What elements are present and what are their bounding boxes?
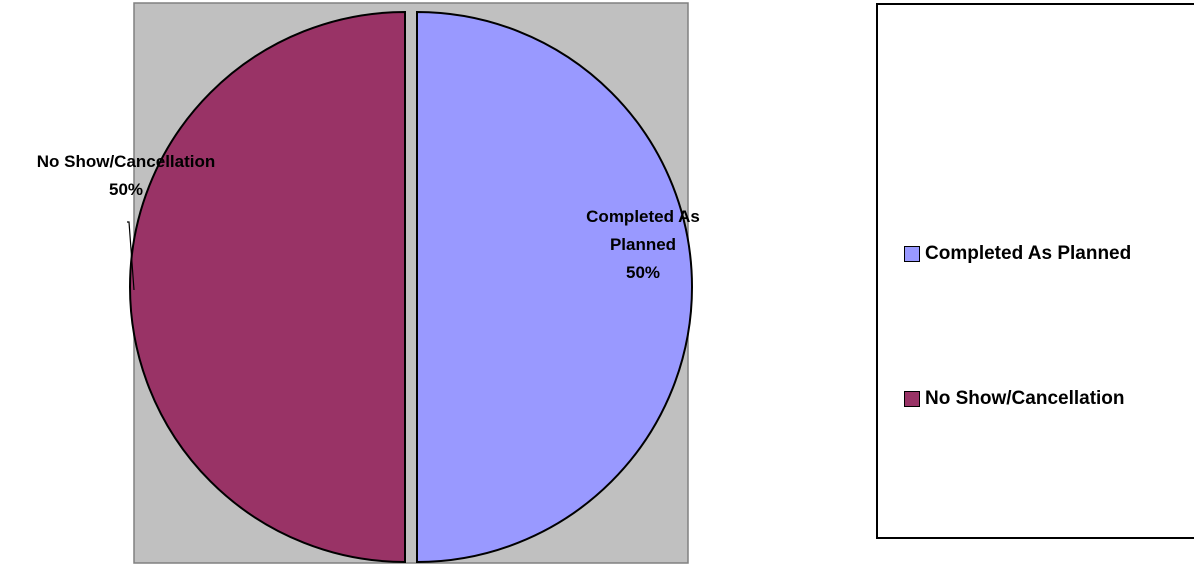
- data-label-line: 50%: [626, 263, 660, 282]
- data-label-line: Completed As: [586, 207, 700, 226]
- legend-item-no-show-cancellation: No Show/Cancellation: [904, 388, 1125, 410]
- data-label-line: No Show/Cancellation: [37, 152, 216, 171]
- legend-swatch-completed-as-planned: [904, 246, 920, 262]
- data-label-line: Planned: [610, 235, 676, 254]
- legend-item-completed-as-planned: Completed As Planned: [904, 243, 1131, 265]
- legend: Completed As Planned No Show/Cancellatio…: [876, 3, 1194, 539]
- data-label-line: 50%: [109, 180, 143, 199]
- legend-label-completed-as-planned: Completed As Planned: [925, 243, 1132, 264]
- data-label-completed-as-planned: Completed As Planned 50%: [586, 207, 700, 282]
- data-label-no-show-cancellation: No Show/Cancellation 50%: [37, 152, 216, 199]
- pie-slice-completed-as-planned: [416, 10, 693, 564]
- pie-slice-no-show-cancellation: [129, 10, 406, 564]
- legend-swatch-no-show-cancellation: [904, 391, 920, 407]
- leader-line: [127, 221, 135, 291]
- legend-label-no-show-cancellation: No Show/Cancellation: [925, 388, 1125, 409]
